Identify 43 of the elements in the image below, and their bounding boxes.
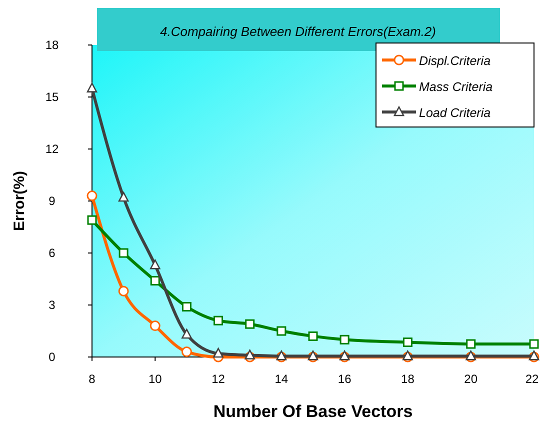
x-tick-label: 22 (525, 372, 539, 386)
point (213, 348, 224, 358)
x-tick-label: 14 (274, 372, 288, 386)
point (87, 215, 97, 225)
x-tick-label: 8 (88, 372, 96, 386)
point (182, 302, 192, 312)
point (118, 192, 129, 202)
point (150, 276, 160, 286)
y-tick-label: 0 (48, 350, 56, 364)
legend-label: Mass Criteria (419, 80, 493, 94)
point (466, 339, 476, 349)
point (150, 320, 160, 332)
point (308, 331, 318, 341)
x-tick-label: 12 (212, 372, 226, 386)
y-tick-label: 12 (45, 142, 59, 156)
x-tick-label: 18 (401, 372, 415, 386)
point (340, 334, 350, 344)
point (86, 190, 98, 202)
y-tick-label: 15 (45, 90, 59, 104)
y-axis-title: Error(%) (11, 170, 28, 232)
point (182, 328, 192, 339)
y-tick-label: 3 (48, 298, 56, 312)
point (244, 350, 256, 360)
point (118, 248, 128, 258)
point (214, 316, 224, 326)
x-tick-label: 20 (464, 372, 478, 386)
y-tick-label: 18 (45, 38, 59, 52)
y-tick-label: 6 (48, 246, 56, 260)
chart-title: 4.Compairing Between Different Errors(Exam.2) (160, 24, 436, 39)
point (150, 259, 160, 270)
x-axis-title: Number Of Base Vectors (213, 402, 413, 421)
y-tick-label: 9 (48, 194, 56, 208)
point (402, 338, 412, 348)
legend-label: Load Criteria (419, 106, 491, 120)
point (245, 319, 255, 329)
x-tick-label: 16 (338, 372, 352, 386)
point (276, 326, 286, 336)
legend-label: Displ.Criteria (419, 54, 491, 68)
point (86, 82, 98, 92)
point (118, 286, 129, 296)
x-tick-label: 10 (148, 372, 162, 386)
point (529, 339, 539, 349)
point (181, 346, 192, 358)
